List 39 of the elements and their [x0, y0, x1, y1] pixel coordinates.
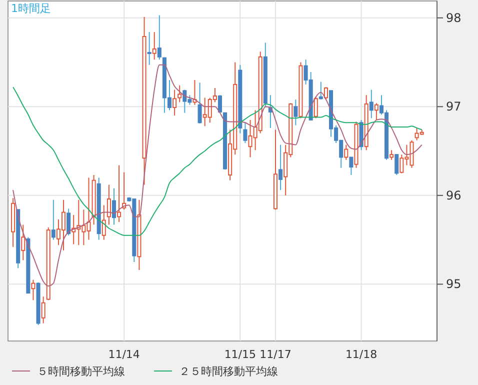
- candlestick: [117, 164, 122, 223]
- candlestick: [243, 122, 248, 144]
- candlestick: [198, 82, 202, 124]
- line-series: [12, 86, 422, 236]
- candlestick: [218, 94, 222, 114]
- candlestick: [152, 32, 156, 60]
- y-tick-label: 97: [446, 100, 462, 114]
- candlestick: [318, 81, 323, 100]
- y-tick-label: 96: [446, 188, 462, 202]
- x-tick-label: 11/14: [108, 348, 140, 361]
- x-tick-label: 11/17: [260, 348, 292, 361]
- candlestick: [324, 86, 328, 100]
- candlestick: [349, 156, 354, 176]
- candlestick: [51, 199, 56, 240]
- legend-label: ２５時間移動平均線: [179, 365, 278, 378]
- legend-label: ５時間移動平均線: [37, 365, 125, 378]
- candlestick: [374, 102, 378, 120]
- candlestick: [66, 208, 71, 236]
- candlestick: [106, 184, 111, 226]
- candlestick: [344, 144, 348, 160]
- candlestick: [278, 144, 283, 191]
- chart-title: 1時間足: [11, 2, 51, 15]
- candlestick: [294, 99, 298, 126]
- candlestick: [102, 204, 106, 240]
- candlestick: [314, 96, 318, 119]
- candlestick: [21, 224, 26, 261]
- line-series: [12, 64, 422, 286]
- x-tick-label: 11/15: [224, 348, 256, 361]
- candlestick: [41, 296, 46, 324]
- candlestick: [112, 188, 116, 226]
- candlestick: [31, 279, 36, 301]
- y-tick-label: 95: [446, 277, 462, 292]
- candlestick: [390, 150, 394, 160]
- candlestick: [394, 154, 399, 176]
- candlestick: [147, 32, 152, 66]
- y-tick-label: 98: [446, 10, 462, 25]
- candlestick: [157, 14, 162, 60]
- x-tick-label: 11/18: [345, 348, 378, 361]
- candlestick: [369, 89, 374, 119]
